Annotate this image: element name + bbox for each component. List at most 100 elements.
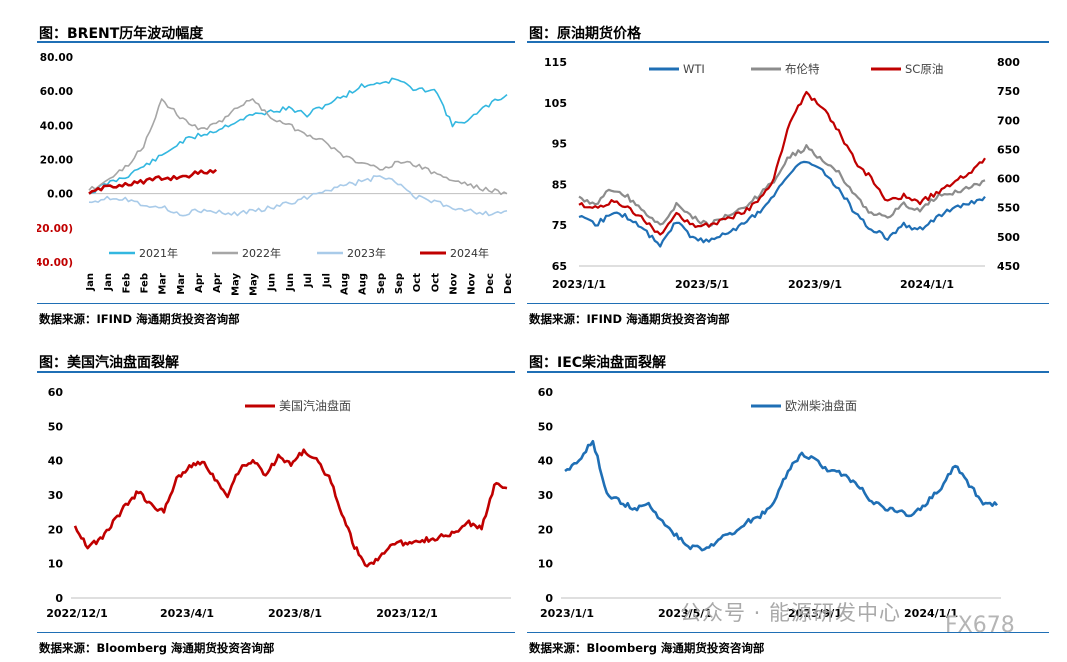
legend-label: 2022年: [242, 246, 281, 260]
y-left-tick-label: 75: [552, 219, 567, 232]
x-tick-label: Apr: [212, 273, 223, 293]
y-tick-label: 0: [545, 592, 553, 605]
series-line-2023: [88, 175, 508, 217]
x-tick-label: May: [230, 273, 241, 296]
brent-title-rule: [37, 41, 515, 43]
crude-chart-title: 图：原油期货价格: [529, 26, 641, 42]
y-tick-label: 0: [55, 592, 63, 605]
y-tick-label: 20: [48, 523, 64, 536]
gasoline-bottom-rule: [37, 632, 515, 633]
y-tick-label: 30: [538, 489, 554, 502]
x-tick-label: Oct: [412, 273, 423, 292]
y-tick-label: 50: [48, 420, 64, 433]
crude-title-rule: [527, 41, 1049, 43]
x-tick-label: 2023/1/1: [540, 607, 594, 620]
gasoline-source-note: 数据来源：Bloomberg 海通期货投资咨询部: [39, 641, 275, 655]
x-tick-label: 2023/9/1: [788, 607, 842, 620]
x-tick-label: Jul: [303, 273, 314, 288]
diesel-title-rule: [527, 371, 1049, 373]
y-right-tick-label: 500: [997, 231, 1020, 244]
x-tick-label: Jul: [321, 273, 332, 288]
series-line-2024: [88, 168, 218, 195]
y-right-tick-label: 700: [997, 114, 1020, 127]
legend-label: SC原油: [905, 62, 943, 76]
x-tick-label: Oct: [430, 273, 441, 292]
x-tick-label: Sep: [376, 273, 387, 294]
brent-volatility-chart: 80.00 60.00 40.00 20.00 0.00 (20.00) (40.00) 20…: [37, 52, 514, 296]
x-tick-label: 2023/12/1: [376, 607, 438, 620]
crude-futures-price-chart: 115 105 95 85 75 65 800 750 700 650 600 550 500 450 WT…: [544, 56, 1020, 291]
series-line-series: [578, 144, 986, 228]
y-right-tick-label: 450: [997, 260, 1020, 273]
x-tick-label: Feb: [121, 273, 132, 293]
x-tick-label: 2023/5/1: [675, 278, 729, 291]
x-tick-label: 2023/5/1: [658, 607, 712, 620]
x-tick-label: Mar: [176, 273, 187, 295]
diesel-bottom-rule: [527, 632, 1049, 633]
legend-label: 美国汽油盘面: [279, 398, 351, 413]
series-line-series: [564, 439, 999, 552]
iec-diesel-crack-chart: 60 50 40 30 20 10 0 欧洲柴油盘面 2023/1/1 2023/5/1 2023/…: [538, 386, 1001, 620]
y-left-tick-label: 85: [552, 178, 567, 191]
x-tick-label: 2023/4/1: [160, 607, 214, 620]
legend-label: 欧洲柴油盘面: [785, 398, 857, 413]
wechat-watermark: 公众号 · 能源研发中心: [680, 601, 902, 625]
legend-label: 2024年: [450, 246, 489, 260]
y-left-tick-label: 95: [552, 138, 567, 151]
x-tick-label: Aug: [358, 273, 369, 295]
y-tick-label: 20.00: [40, 155, 73, 167]
y-tick-label: 40: [538, 455, 554, 468]
series-line-2021: [88, 77, 508, 195]
series-line-2022: [88, 98, 508, 196]
y-tick-label: 60: [48, 386, 64, 399]
y-tick-label: 30: [48, 489, 64, 502]
y-right-tick-label: 750: [997, 85, 1020, 98]
y-left-tick-label: 115: [544, 56, 567, 69]
y-right-tick-label: 600: [997, 173, 1020, 186]
x-tick-label: Mar: [158, 273, 169, 295]
x-tick-label: Jun: [285, 273, 296, 292]
legend-label: 2023年: [347, 246, 386, 260]
x-tick-label: 2024/1/1: [900, 278, 954, 291]
y-right-tick-label: 550: [997, 202, 1020, 215]
brent-chart-title: 图：BRENT历年波动幅度: [39, 26, 204, 42]
gasoline-title-rule: [37, 371, 515, 373]
brent-bottom-rule: [37, 303, 515, 304]
diesel-source-note: 数据来源：Bloomberg 海通期货投资咨询部: [529, 641, 765, 655]
x-tick-label: 2022/12/1: [46, 607, 108, 620]
x-tick-label: 2023/8/1: [268, 607, 322, 620]
gasoline-chart-title: 图：美国汽油盘面裂解: [39, 355, 179, 371]
y-right-tick-label: 650: [997, 143, 1020, 156]
y-tick-label: (40.00): [37, 257, 73, 269]
x-tick-label: Nov: [448, 273, 459, 295]
y-tick-label: 40: [48, 455, 64, 468]
x-tick-label: May: [249, 273, 260, 296]
y-left-tick-label: 105: [544, 97, 567, 110]
crude-source-note: 数据来源：IFIND 海通期货投资咨询部: [529, 312, 730, 326]
y-left-tick-label: 65: [552, 260, 567, 273]
series-line-series: [73, 448, 508, 568]
y-right-tick-label: 800: [997, 56, 1020, 69]
y-tick-label: 0.00: [47, 189, 73, 201]
legend-label: 布伦特: [785, 62, 820, 76]
x-tick-label: Jan: [85, 273, 96, 292]
x-tick-label: Feb: [140, 273, 151, 293]
x-tick-label: Jan: [103, 273, 114, 292]
x-tick-label: Aug: [339, 273, 350, 295]
y-tick-label: 60.00: [40, 86, 73, 98]
x-tick-label: Jun: [267, 273, 278, 292]
legend-label: 2021年: [139, 246, 178, 260]
y-tick-label: 10: [48, 558, 64, 571]
y-tick-label: 60: [538, 386, 554, 399]
us-gasoline-crack-chart: 60 50 40 30 20 10 0 美国汽油盘面 2022/12/1 2023/4/1 2023…: [46, 386, 511, 620]
y-tick-label: 50: [538, 420, 554, 433]
crude-bottom-rule: [527, 303, 1049, 304]
legend-label: WTI: [683, 62, 705, 76]
fx678-watermark: FX678: [945, 613, 1015, 638]
y-tick-label: 20: [538, 523, 554, 536]
brent-source-note: 数据来源：IFIND 海通期货投资咨询部: [39, 312, 240, 326]
y-tick-label: 10: [538, 558, 554, 571]
y-tick-label: (20.00): [37, 223, 73, 235]
x-tick-label: 2024/1/1: [904, 607, 958, 620]
y-tick-label: 40.00: [40, 120, 73, 132]
